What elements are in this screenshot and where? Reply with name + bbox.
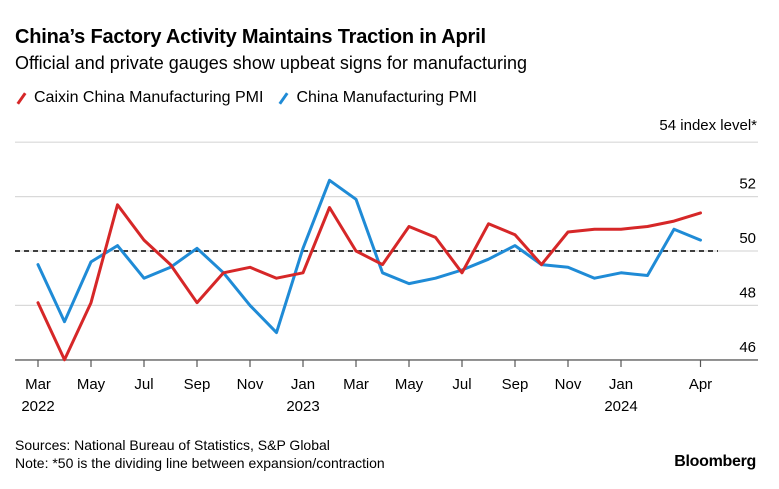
- legend-label: Caixin China Manufacturing PMI: [34, 89, 264, 106]
- x-tick-year-label: 2022: [21, 398, 54, 415]
- legend-item-official: China Manufacturing PMI: [277, 89, 477, 107]
- bloomberg-logo: Bloomberg: [674, 453, 756, 470]
- x-tick-label: Nov: [555, 376, 582, 393]
- x-tick-label: Jul: [134, 376, 153, 393]
- chart-title: China’s Factory Activity Maintains Tract…: [15, 26, 486, 48]
- x-tick-label: Mar: [25, 376, 51, 393]
- x-tick-year-label: 2023: [286, 398, 319, 415]
- y-tick-label: 46: [739, 339, 756, 356]
- x-tick-label: Nov: [237, 376, 264, 393]
- legend: Caixin China Manufacturing PMI China Man…: [15, 89, 477, 107]
- x-tick-label: Jul: [452, 376, 471, 393]
- legend-item-caixin: Caixin China Manufacturing PMI: [15, 89, 263, 107]
- y-tick-label: 48: [739, 284, 756, 301]
- y-tick-label: 52: [739, 176, 756, 193]
- y-axis-unit-label: 54 index level*: [659, 117, 757, 134]
- chart-subtitle: Official and private gauges show upbeat …: [15, 53, 527, 73]
- x-tick-label: Sep: [502, 376, 529, 393]
- x-tick-year-label: 2024: [604, 398, 637, 415]
- x-tick-label: May: [77, 376, 106, 393]
- x-tick-label: May: [395, 376, 424, 393]
- y-tick-label: 50: [739, 230, 756, 247]
- x-tick-label: Mar: [343, 376, 369, 393]
- note-text: Note: *50 is the dividing line between e…: [15, 455, 385, 471]
- legend-label: China Manufacturing PMI: [296, 89, 477, 106]
- x-tick-label: Jan: [291, 376, 315, 393]
- x-tick-label: Sep: [184, 376, 211, 393]
- series-line-caixin-pmi: [36, 203, 702, 362]
- series-line-official-pmi: [36, 178, 702, 335]
- x-tick-label: Apr: [689, 376, 712, 393]
- x-tick-label: Jan: [609, 376, 633, 393]
- sources-text: Sources: National Bureau of Statistics, …: [15, 437, 330, 453]
